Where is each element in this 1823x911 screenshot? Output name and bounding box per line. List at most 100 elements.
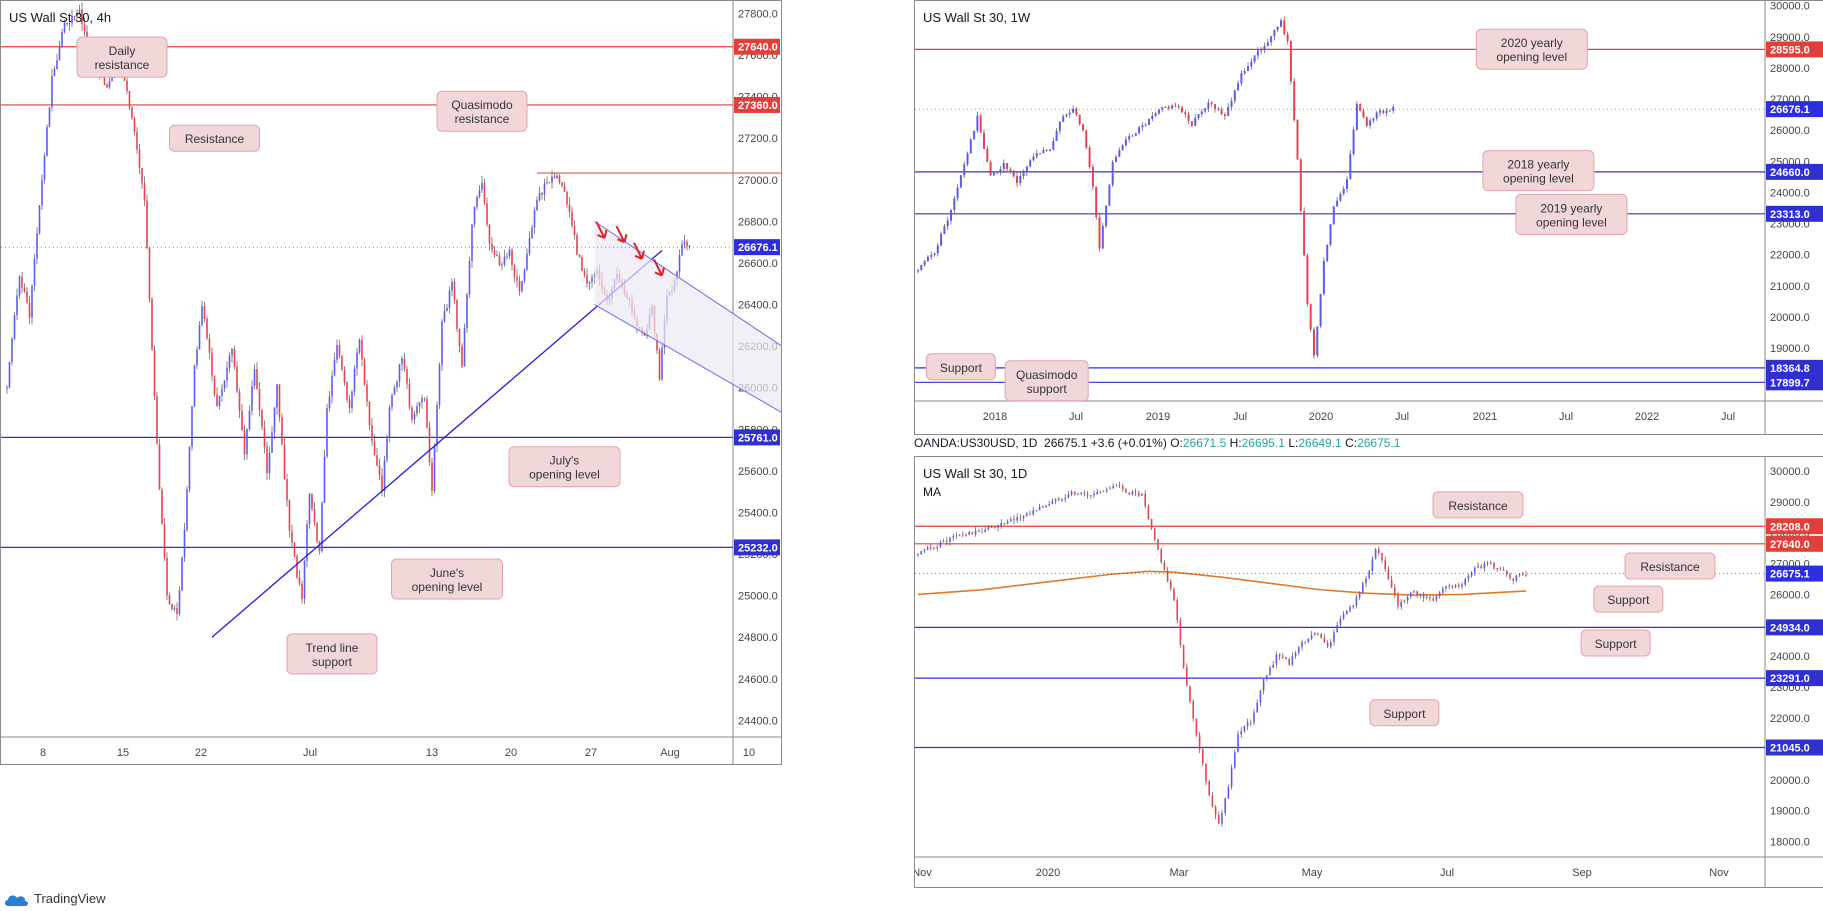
callout-box — [508, 446, 621, 488]
y-tick-label: 26600.0 — [738, 258, 778, 270]
level-tag-label: 17899.7 — [1770, 377, 1810, 389]
candle-bull — [1061, 499, 1063, 501]
candle-bull — [1467, 575, 1470, 580]
y-tick-label: 26800.0 — [738, 216, 778, 228]
candle-bull — [1049, 149, 1051, 152]
footer-brand[interactable]: TradingView — [4, 891, 106, 907]
ma-indicator-label[interactable]: MA — [923, 485, 941, 499]
candle-bull — [351, 391, 353, 409]
candle-bull — [1435, 596, 1438, 601]
candle-bear — [989, 162, 992, 176]
candle-bull — [1010, 519, 1012, 522]
candle-bull — [1454, 585, 1457, 588]
candle-bear — [1006, 162, 1009, 170]
candle-bull — [1111, 162, 1114, 185]
candle-bull — [1496, 568, 1498, 570]
candle-bull — [1375, 112, 1378, 119]
level-tag-label: 27640.0 — [1770, 539, 1810, 551]
candle-bull — [1319, 293, 1322, 327]
candle-bull — [1072, 108, 1075, 113]
y-tick-label: 24400.0 — [738, 715, 778, 727]
y-tick-label: 20000.0 — [1770, 775, 1810, 787]
candle-bull — [1096, 491, 1098, 495]
candle-bear — [341, 356, 343, 370]
candle-bear — [983, 132, 985, 149]
y-tick-label: 25600.0 — [738, 466, 778, 478]
candle-bull — [466, 294, 468, 329]
candle-bear — [1198, 735, 1201, 750]
y-tick-label: 28000.0 — [1770, 63, 1810, 75]
candle-bull — [248, 410, 251, 430]
chart-panel-weekly[interactable]: 30000.0 29000.0 28000.0 27000.0 26000.0 25000… — [914, 0, 1823, 435]
candle-bull — [917, 270, 919, 272]
y-tick-label: 30000.0 — [1770, 1, 1810, 13]
callout-box — [391, 558, 503, 600]
candle-bear — [278, 384, 281, 418]
chart-title-weekly: US Wall St 30, 1W — [923, 10, 1031, 25]
candle-bear — [343, 369, 346, 383]
candle-bull — [1197, 114, 1200, 119]
candle-bull — [538, 192, 541, 200]
current-price-tag — [734, 239, 780, 256]
candle-bear — [376, 455, 378, 465]
candle-bear — [171, 603, 173, 610]
y-tick-label: 20000.0 — [1770, 312, 1810, 324]
candle-bull — [1240, 73, 1243, 84]
candle-bear — [1138, 492, 1140, 496]
candle-bull — [273, 407, 276, 433]
candle-bear — [643, 332, 646, 336]
candle-bear — [586, 275, 588, 284]
candle-bull — [1371, 558, 1374, 571]
candle-bear — [1013, 519, 1015, 521]
candle-bear — [243, 430, 246, 455]
candle-bull — [326, 408, 328, 457]
y-tick-label: 26000.0 — [1770, 589, 1810, 601]
callout-box — [1369, 699, 1440, 727]
x-tick-label: Jul — [1440, 867, 1454, 879]
candle-bull — [246, 429, 248, 455]
candle-bear — [658, 350, 661, 380]
candle-bull — [1304, 641, 1306, 643]
candle-bull — [1234, 752, 1236, 768]
candle-bear — [426, 398, 428, 428]
candle-bear — [541, 192, 543, 195]
candle-bear — [1039, 153, 1042, 155]
callout-text: Support — [1607, 593, 1650, 607]
candle-bull — [1038, 506, 1041, 511]
candle-bull — [451, 281, 453, 291]
candle-bear — [1154, 528, 1156, 540]
candle-bull — [996, 171, 999, 174]
symbol-label[interactable]: OANDA:US30USD, 1D — [914, 436, 1038, 450]
y-tick-label: 22000.0 — [1770, 713, 1810, 725]
x-tick-label: Aug — [660, 747, 680, 759]
candle-bear — [146, 200, 148, 248]
chart-panel-daily[interactable]: 30000.029000.028000.027000.026000.025000… — [914, 456, 1823, 888]
candle-bull — [591, 277, 593, 282]
candle-bull — [546, 182, 548, 184]
callout-text: 2020 yearly — [1501, 36, 1563, 50]
red-arrow-icon — [653, 258, 665, 277]
callout-text: Support — [940, 361, 983, 375]
candle-bear — [1509, 574, 1511, 579]
candle-bear — [1144, 493, 1146, 507]
candle-bear — [1214, 104, 1216, 109]
callout-box — [1004, 360, 1089, 402]
chart-d1-svg[interactable]: 30000.029000.028000.027000.026000.025000… — [915, 457, 1823, 887]
candle-bull — [481, 182, 483, 190]
callout-text: opening level — [1503, 172, 1574, 186]
chart-w1-svg[interactable]: 30000.029000.028000.027000.026000.025000… — [915, 1, 1823, 434]
candle-bull — [188, 446, 191, 490]
candle-bear — [576, 235, 578, 255]
candle-bull — [56, 60, 58, 69]
candle-bull — [531, 227, 533, 239]
high-value: 26695.1 — [1241, 436, 1285, 450]
candle-bull — [1171, 105, 1174, 109]
chart-panel-4h[interactable]: 24400.024600.024800.025000.025200.025400… — [0, 0, 782, 765]
candle-bull — [223, 380, 226, 389]
candle-bear — [1278, 654, 1281, 657]
candle-bear — [1493, 562, 1495, 569]
level-tag-bg — [1766, 739, 1823, 756]
level-tag-label: 28208.0 — [1770, 521, 1810, 533]
chart-h4-svg[interactable]: 24400.024600.024800.025000.025200.025400… — [1, 1, 781, 764]
candle-bear — [1317, 633, 1319, 635]
